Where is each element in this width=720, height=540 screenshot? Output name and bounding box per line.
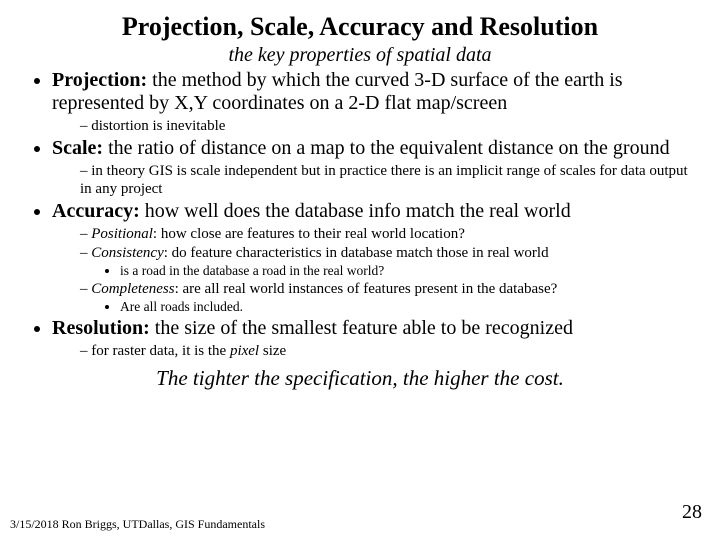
term-resolution: Resolution: [52,317,150,339]
label-completeness: Completeness [91,281,174,297]
res-pre: for raster data, it is the [91,343,230,359]
bullet-resolution: Resolution: the size of the smallest fea… [52,317,696,360]
res-pixel: pixel [230,343,259,359]
sub-acc-consistency: Consistency: do feature characteristics … [80,244,696,279]
label-positional: Positional [91,226,153,242]
text-resolution: the size of the smallest feature able to… [150,317,573,339]
bullet-projection: Projection: the method by which the curv… [52,69,696,135]
res-post: size [259,343,286,359]
body-consistency: : do feature characteristics in database… [164,245,549,261]
sub-acc-consistency-detail: is a road in the database a road in the … [120,263,696,279]
term-accuracy: Accuracy: [52,200,140,222]
sub-projection-1: distortion is inevitable [80,117,696,135]
page-number: 28 [682,501,702,524]
body-positional: : how close are features to their real w… [153,226,465,242]
slide-body: Projection, Scale, Accuracy and Resoluti… [0,0,720,391]
bullet-accuracy: Accuracy: how well does the database inf… [52,200,696,315]
body-completeness: : are all real world instances of featur… [175,281,558,297]
sub-acc-completeness-detail: Are all roads included. [120,299,696,315]
term-projection: Projection: [52,69,147,91]
bullet-scale: Scale: the ratio of distance on a map to… [52,137,696,198]
sub-acc-completeness: Completeness: are all real world instanc… [80,280,696,315]
bullet-list: Projection: the method by which the curv… [24,69,696,360]
text-scale: the ratio of distance on a map to the eq… [103,137,670,159]
sub-scale-1: in theory GIS is scale independent but i… [80,162,696,198]
label-consistency: Consistency [91,245,164,261]
slide-title: Projection, Scale, Accuracy and Resoluti… [24,12,696,42]
footer-text: 3/15/2018 Ron Briggs, UTDallas, GIS Fund… [10,517,265,532]
text-accuracy: how well does the database info match th… [140,200,571,222]
closing-line: The tighter the specification, the highe… [24,366,696,391]
term-scale: Scale: [52,137,103,159]
slide-subtitle: the key properties of spatial data [24,44,696,67]
sub-acc-positional: Positional: how close are features to th… [80,225,696,243]
sub-resolution-1: for raster data, it is the pixel size [80,342,696,360]
